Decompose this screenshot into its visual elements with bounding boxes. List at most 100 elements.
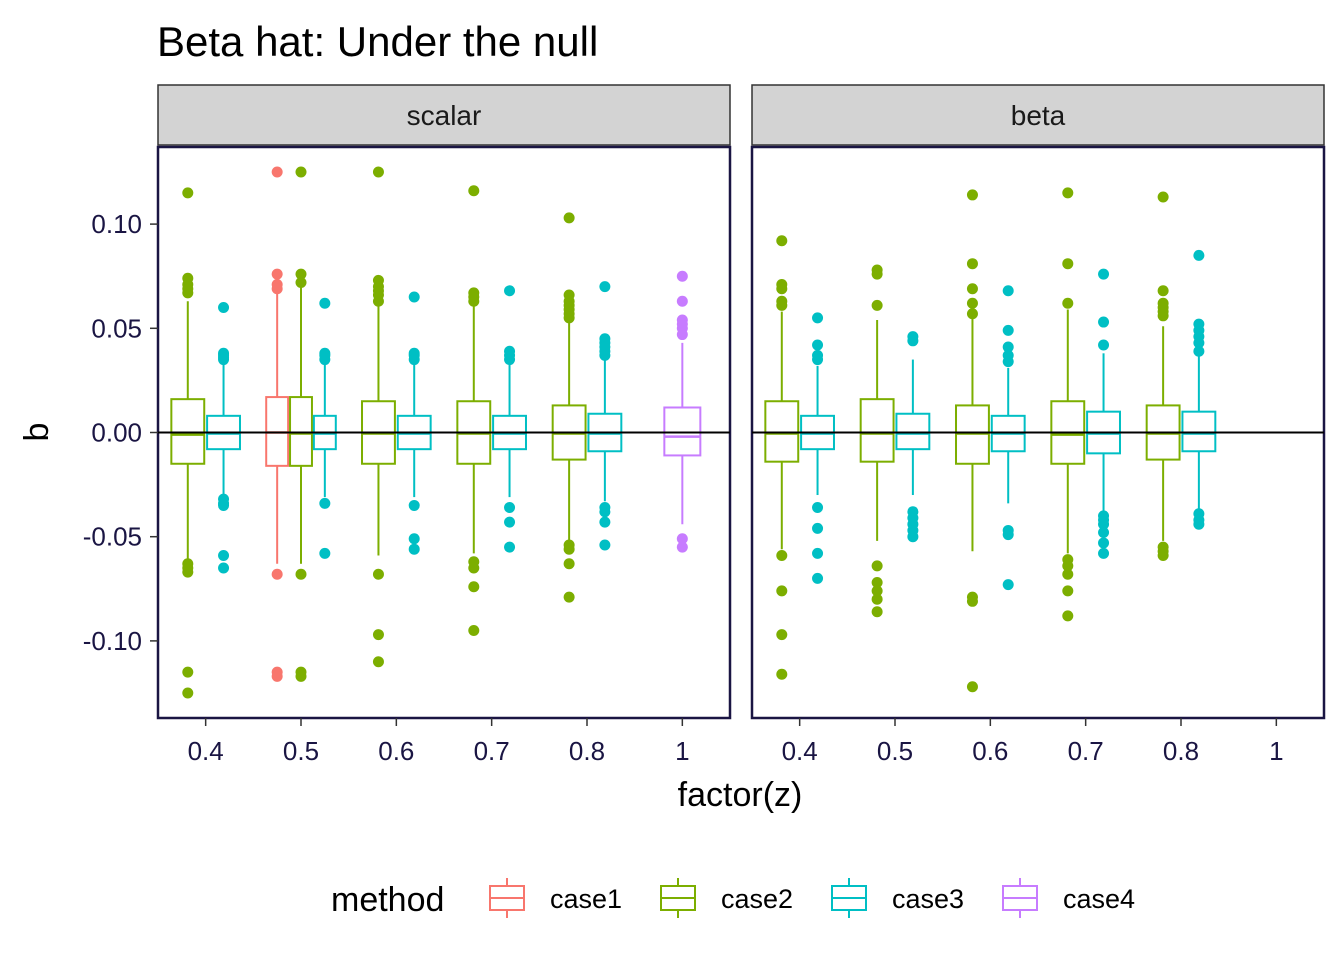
box-case3-0.8 [1181, 249, 1217, 530]
facet-strip-label: scalar [407, 100, 482, 131]
outlier-point [319, 297, 331, 309]
outlier-point [218, 549, 230, 561]
outlier-point [504, 285, 516, 297]
box-iqr [895, 412, 931, 451]
outlier-point [966, 258, 978, 270]
outlier-point [676, 295, 688, 307]
outlier-point [776, 668, 788, 680]
facet-panels: scalar 0.10 0.05 0.00 -0.05 -0.10 0.4 0.5 0.6 0.7… [83, 84, 1326, 766]
legend-item-case2: case2 [660, 878, 793, 918]
outlier-point [966, 189, 978, 201]
outlier-point [599, 349, 611, 361]
x-tick-label: 0.8 [1163, 736, 1199, 766]
outlier-point [776, 235, 788, 247]
box-case3-0.6 [990, 285, 1026, 591]
outlier-point [966, 308, 978, 320]
outlier-point [563, 312, 575, 324]
outlier-point [408, 291, 420, 303]
y-axis-title: b [18, 423, 56, 442]
outlier-point [504, 516, 516, 528]
outlier-point [271, 283, 283, 295]
outlier-point [907, 531, 919, 543]
outlier-point [1157, 310, 1169, 322]
outlier-point [599, 516, 611, 528]
x-tick-label: 0.5 [283, 736, 319, 766]
legend-label: case3 [892, 884, 964, 914]
y-tick-label: -0.05 [83, 522, 142, 552]
x-tick-label: 0.5 [877, 736, 913, 766]
outlier-point [1157, 285, 1169, 297]
outlier-point [182, 287, 194, 299]
box-case3-0.5 [895, 331, 931, 543]
outlier-point [812, 522, 824, 534]
outlier-point [1062, 568, 1074, 580]
outlier-point [1062, 258, 1074, 270]
outlier-point [966, 595, 978, 607]
box-case2-0.8 [1145, 191, 1181, 561]
outlier-point [812, 339, 824, 351]
outlier-point [1002, 285, 1014, 297]
outlier-point [372, 568, 384, 580]
outlier-point [812, 572, 824, 584]
outlier-point [1098, 518, 1110, 530]
x-tick-label: 0.4 [188, 736, 224, 766]
outlier-point [1062, 610, 1074, 622]
x-tick-label: 1 [675, 736, 689, 766]
outlier-point [563, 591, 575, 603]
box-case2-0.6 [955, 189, 990, 693]
outlier-point [408, 543, 420, 555]
outlier-point [676, 329, 688, 341]
box-case1-0.5 [265, 166, 290, 682]
outlier-point [966, 681, 978, 693]
outlier-point [271, 268, 283, 280]
outlier-point [1193, 337, 1205, 349]
outlier-point [871, 593, 883, 605]
y-tick-label: -0.10 [83, 626, 142, 656]
legend-label: case4 [1063, 884, 1135, 914]
outlier-point [468, 624, 480, 636]
outlier-point [812, 354, 824, 366]
outlier-point [218, 499, 230, 511]
outlier-point [676, 270, 688, 282]
outlier-point [871, 577, 883, 589]
outlier-point [295, 268, 307, 280]
outlier-point [1098, 527, 1110, 539]
x-axis-title: factor(z) [678, 776, 803, 814]
outlier-point [372, 166, 384, 178]
outlier-point [504, 502, 516, 514]
outlier-point [871, 606, 883, 618]
y-tick-label: 0.10 [91, 209, 142, 239]
box-case3-0.4 [206, 301, 241, 574]
legend-label: case1 [550, 884, 622, 914]
outlier-point [1157, 549, 1169, 561]
x-tick-label: 0.4 [782, 736, 818, 766]
outlier-point [182, 666, 194, 678]
outlier-point [1098, 537, 1110, 549]
box-iqr [764, 400, 800, 463]
box-case2-0.7 [456, 185, 492, 636]
box-iqr [1181, 410, 1217, 453]
outlier-point [218, 354, 230, 366]
outlier-point [1002, 324, 1014, 336]
outlier-point [563, 543, 575, 555]
box-case3-0.6 [396, 291, 432, 555]
box-iqr [859, 398, 895, 463]
outlier-point [1062, 560, 1074, 572]
facet-panel-beta: beta 0.4 0.5 0.6 0.7 0.8 1 [750, 84, 1326, 766]
box-case2-0.4 [170, 187, 206, 699]
outlier-point [182, 187, 194, 199]
outlier-point [676, 533, 688, 545]
outlier-point [408, 499, 420, 511]
box-case3-0.4 [800, 312, 835, 584]
outlier-point [1002, 356, 1014, 368]
y-tick-label: 0.00 [91, 418, 142, 448]
outlier-point [295, 568, 307, 580]
outlier-point [812, 547, 824, 559]
facet-strip-label: beta [1011, 100, 1066, 131]
box-case2-0.5 [289, 166, 313, 682]
outlier-point [907, 335, 919, 347]
outlier-point [871, 585, 883, 597]
outlier-point [1193, 345, 1205, 357]
legend-title: method [331, 881, 444, 919]
outlier-point [372, 295, 384, 307]
